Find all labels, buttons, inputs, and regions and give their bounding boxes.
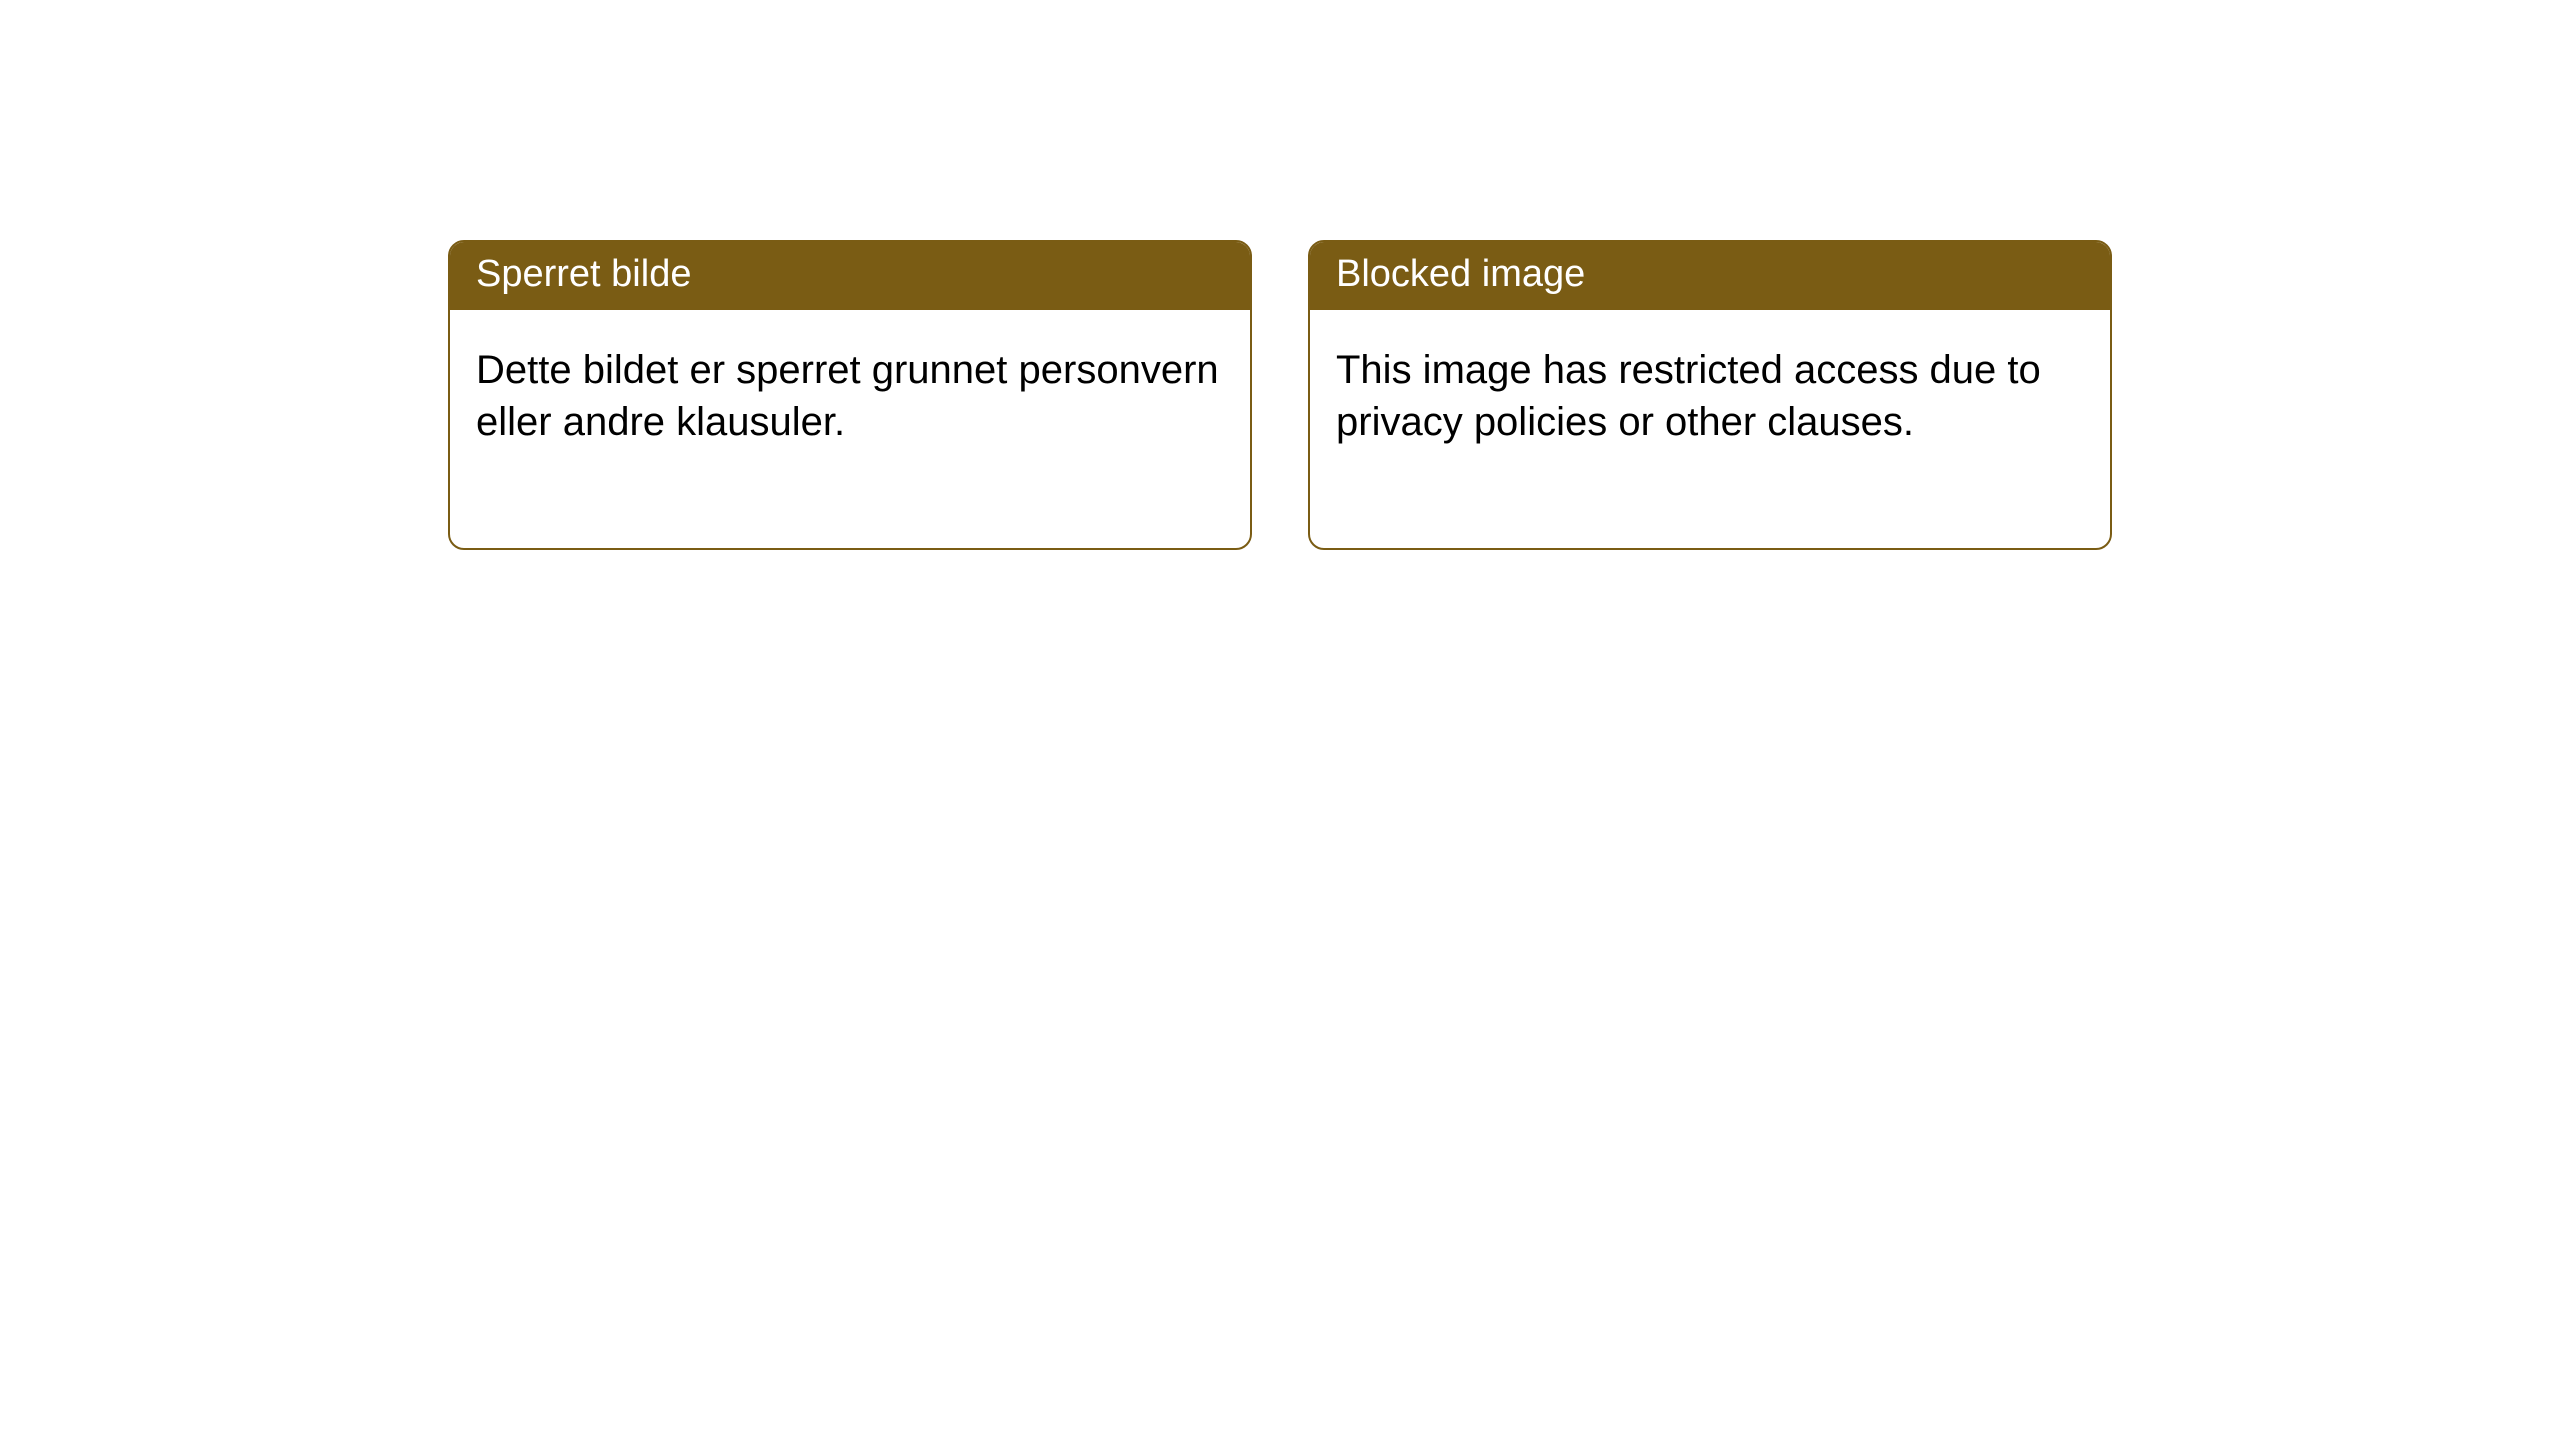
- notice-container: Sperret bilde Dette bildet er sperret gr…: [0, 0, 2560, 550]
- notice-card-no: Sperret bilde Dette bildet er sperret gr…: [448, 240, 1252, 550]
- notice-card-en: Blocked image This image has restricted …: [1308, 240, 2112, 550]
- notice-title-en: Blocked image: [1310, 242, 2110, 310]
- notice-title-no: Sperret bilde: [450, 242, 1250, 310]
- notice-body-no: Dette bildet er sperret grunnet personve…: [450, 310, 1250, 548]
- notice-body-en: This image has restricted access due to …: [1310, 310, 2110, 548]
